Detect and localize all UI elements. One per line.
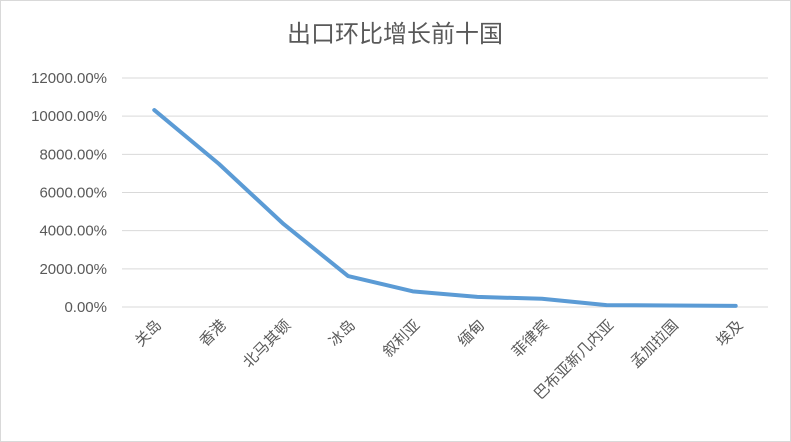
x-tick-label: 埃及	[713, 316, 747, 350]
x-tick-label: 香港	[196, 316, 230, 350]
x-tick-label: 孟加拉国	[627, 316, 682, 371]
chart-title: 出口环比增长前十国	[287, 20, 503, 48]
y-tick-label: 4000.00%	[39, 223, 107, 240]
y-tick-label: 0.00%	[64, 299, 107, 316]
gridlines	[122, 77, 768, 308]
y-tick-label: 2000.00%	[39, 261, 107, 278]
y-tick-label: 10000.00%	[31, 108, 107, 125]
y-tick-label: 6000.00%	[39, 185, 107, 202]
series-layer	[152, 108, 738, 308]
x-tick-label: 缅甸	[454, 316, 488, 350]
x-tick-label: 冰岛	[325, 316, 359, 350]
x-tick-label: 叙利亚	[379, 316, 424, 361]
x-tick-label: 关岛	[131, 316, 165, 350]
y-tick-label: 12000.00%	[31, 70, 107, 87]
x-tick-label: 菲律宾	[508, 316, 553, 361]
series-line	[152, 108, 738, 308]
y-tick-label: 8000.00%	[39, 146, 107, 163]
x-tick-label: 北马其顿	[239, 316, 294, 371]
y-axis-ticks: 0.00% 2000.00% 4000.00% 6000.00% 8000.00% 100…	[31, 70, 107, 316]
